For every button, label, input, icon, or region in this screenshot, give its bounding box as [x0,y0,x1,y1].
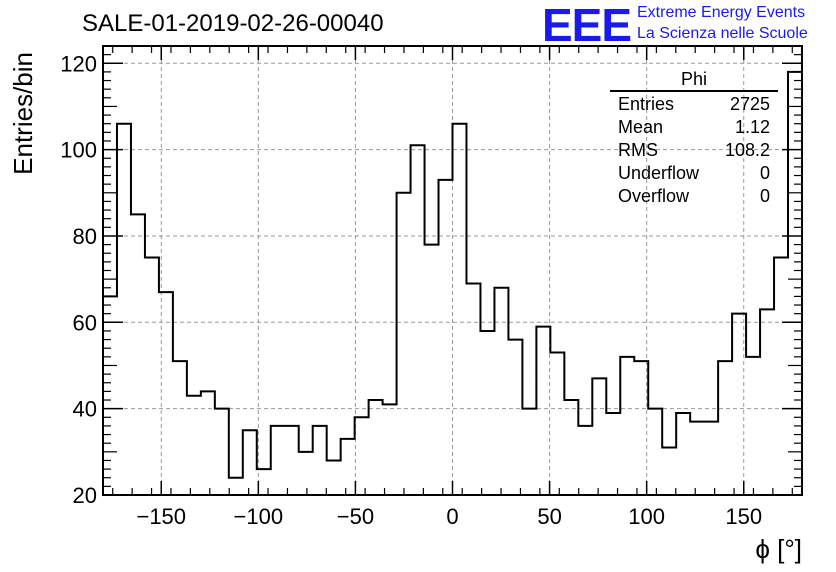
stats-rows: Entries 2725 Mean 1.12 RMS 108.2 Underflow 0 Ove… [618,94,770,206]
axis-ticks [103,45,802,496]
x-tick-label: −150 [136,504,186,529]
y-tick-label: 80 [73,224,97,249]
y-tick-label: 20 [73,483,97,508]
y-tick-label: 100 [60,138,97,163]
axis-tick-labels: −150 −100 −50 0 50 100 150 20 40 60 80 100 120 [60,51,762,529]
y-tick-label: 120 [60,51,97,76]
stat-label: Overflow [618,186,690,206]
stat-value: 2725 [730,94,770,114]
x-tick-label: 50 [537,504,561,529]
grid-lines [103,46,802,496]
stat-label: Underflow [618,163,700,183]
stat-value: 1.12 [735,117,770,137]
chart-title: SALE-01-2019-02-26-00040 [82,10,384,37]
y-tick-label: 60 [73,310,97,335]
x-tick-label: −50 [337,504,374,529]
stat-value: 0 [760,186,770,206]
x-tick-label: 150 [725,504,762,529]
eee-logo: EEE [542,0,632,51]
y-tick-label: 40 [73,397,97,422]
stat-value: 0 [760,163,770,183]
stat-value: 108.2 [725,140,770,160]
x-axis-label: ϕ [°] [755,534,802,564]
logo-caption-line1: Extreme Energy Events [637,4,806,21]
x-tick-label: −100 [234,504,284,529]
stat-label: Entries [618,94,674,114]
stat-label: Mean [618,117,663,137]
stat-label: RMS [618,140,658,160]
y-axis-label: Entries/bin [8,52,38,175]
stats-box: Phi Entries 2725 Mean 1.12 RMS 108.2 Underflow… [610,69,778,206]
stats-box-title: Phi [681,69,707,89]
histogram-line [103,70,802,479]
x-tick-label: 0 [446,504,458,529]
x-tick-label: 100 [628,504,665,529]
logo-caption-line2: La Scienza nelle Scuole [637,25,808,42]
